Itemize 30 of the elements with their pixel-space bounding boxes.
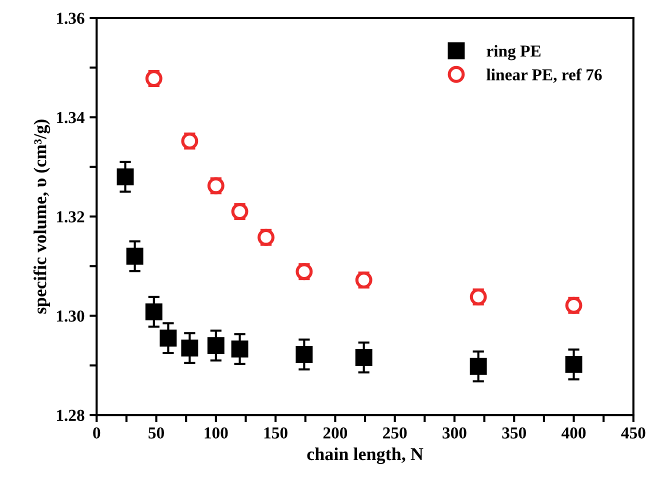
x-tick-label: 50 bbox=[148, 427, 164, 439]
point bbox=[181, 340, 198, 357]
legend-label: linear PE, ref 76 bbox=[486, 68, 602, 83]
point bbox=[116, 168, 134, 186]
y-tick-label: 1.34 bbox=[57, 112, 85, 124]
point bbox=[160, 330, 177, 347]
point bbox=[145, 303, 162, 320]
x-tick-label: 100 bbox=[204, 427, 228, 439]
point bbox=[207, 337, 224, 354]
point bbox=[126, 248, 144, 265]
point bbox=[565, 356, 582, 373]
point bbox=[296, 346, 313, 363]
y-tick-label: 1.28 bbox=[57, 410, 84, 422]
point bbox=[231, 340, 248, 358]
x-tick-label: 350 bbox=[502, 427, 526, 439]
point bbox=[355, 348, 372, 366]
x-tick-label: 400 bbox=[562, 427, 586, 439]
x-tick-label: 200 bbox=[323, 427, 348, 439]
x-tick-label: 150 bbox=[264, 427, 288, 439]
x-tick-label: 300 bbox=[442, 427, 466, 439]
x-tick-label: 0 bbox=[93, 427, 100, 439]
x-tick-label: 250 bbox=[383, 427, 407, 439]
y-axis-title: specific volume, υ (cm³/g) bbox=[33, 120, 50, 314]
x-axis-title: chain length, N bbox=[307, 448, 424, 464]
legend-label: ring PE bbox=[486, 44, 540, 60]
y-tick-label: 1.32 bbox=[57, 211, 84, 223]
y-tick-label: 1.36 bbox=[57, 12, 84, 24]
y-tick-label: 1.30 bbox=[57, 310, 84, 322]
point bbox=[470, 358, 487, 375]
x-tick-label: 450 bbox=[621, 427, 646, 439]
